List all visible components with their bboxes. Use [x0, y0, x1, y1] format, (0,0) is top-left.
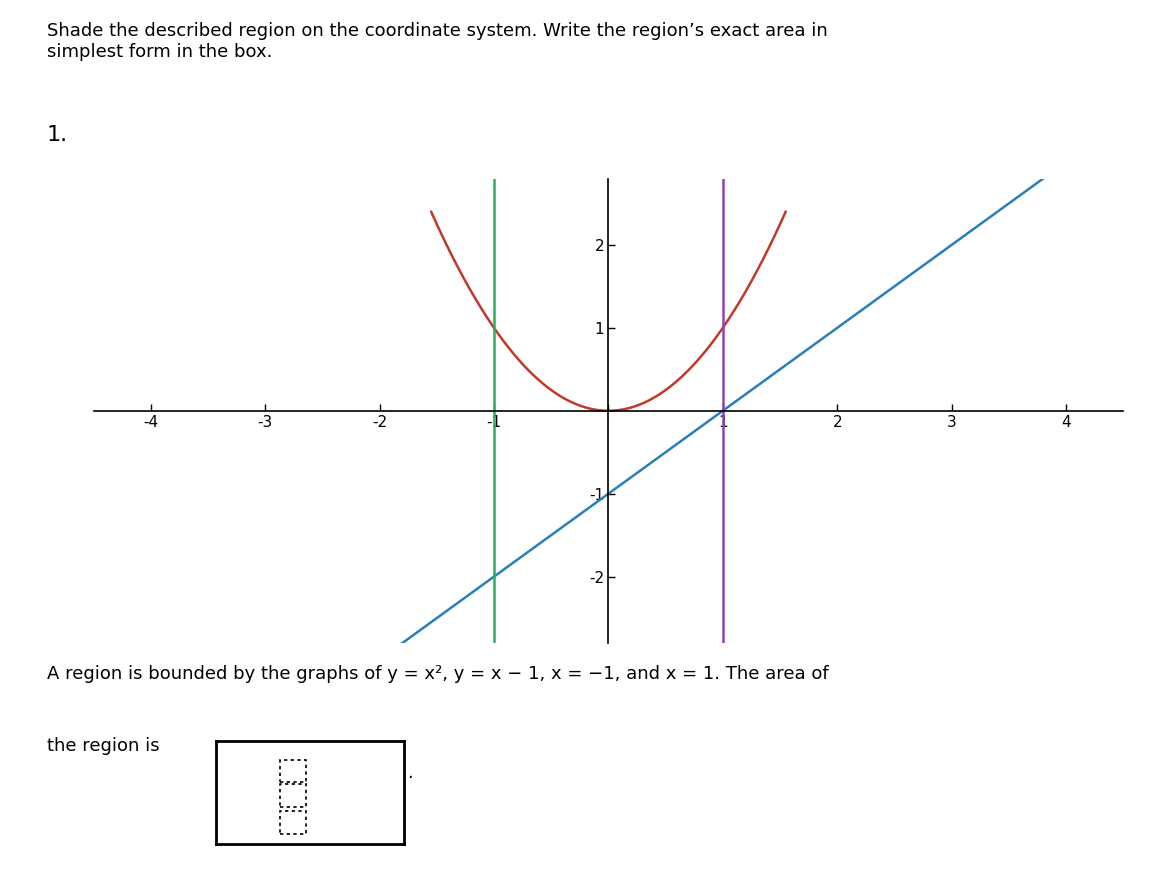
Text: .: .	[407, 764, 413, 781]
Text: Shade the described region on the coordinate system. Write the region’s exact ar: Shade the described region on the coordi…	[47, 22, 827, 61]
Bar	[280, 760, 307, 782]
Bar	[280, 811, 307, 834]
Bar	[280, 784, 307, 807]
Text: the region is: the region is	[47, 737, 159, 755]
Text: A region is bounded by the graphs of y = x², y = x − 1, x = −1, and x = 1. The a: A region is bounded by the graphs of y =…	[47, 665, 828, 683]
Text: 1.: 1.	[47, 125, 68, 145]
